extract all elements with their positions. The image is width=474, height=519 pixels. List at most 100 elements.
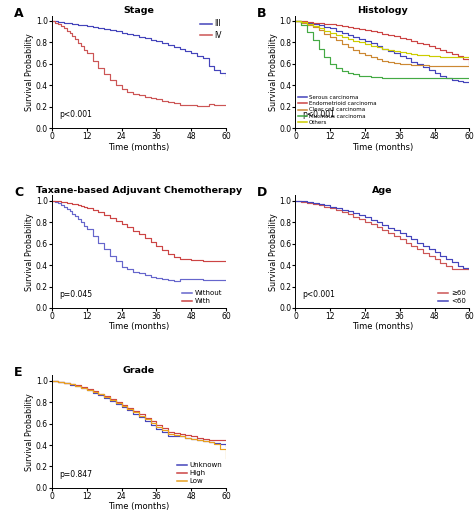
Without — [194, 276, 200, 282]
Clear cell carcinoma — [333, 37, 339, 44]
Legend: Serous carcinoma, Endometrioid carcinoma, Clear cell carcinoma, Mucinous carcino: Serous carcinoma, Endometrioid carcinoma… — [298, 94, 376, 125]
III — [206, 56, 211, 62]
Text: A: A — [14, 7, 24, 20]
Line: Without: Without — [52, 201, 226, 281]
≥60 — [466, 265, 472, 271]
Without — [73, 213, 78, 220]
Endometrioid carcinoma — [397, 35, 402, 41]
Mucinous carcinoma — [380, 75, 385, 81]
Serous carcinoma — [466, 79, 472, 85]
III — [84, 23, 90, 29]
With — [49, 198, 55, 204]
Serous carcinoma — [333, 28, 339, 34]
Endometrioid carcinoma — [333, 22, 339, 29]
Line: Mucinous carcinoma: Mucinous carcinoma — [295, 21, 469, 78]
Without — [206, 277, 211, 283]
<60 — [356, 210, 362, 216]
Line: III: III — [52, 21, 226, 76]
Line: High: High — [52, 381, 226, 440]
IV — [200, 103, 206, 109]
Mucinous carcinoma — [333, 65, 339, 71]
Legend: Without, With: Without, With — [182, 291, 222, 305]
Unknown — [200, 438, 206, 444]
Low — [200, 438, 206, 444]
≥60 — [328, 205, 333, 211]
Legend: Unknown, High, Low: Unknown, High, Low — [176, 462, 222, 484]
Title: Taxane-based Adjuvant Chemotherapy: Taxane-based Adjuvant Chemotherapy — [36, 186, 242, 195]
Others — [449, 54, 455, 60]
Clear cell carcinoma — [356, 47, 362, 53]
Unknown — [223, 442, 229, 448]
Text: p<0.001: p<0.001 — [59, 110, 92, 119]
Unknown — [113, 398, 118, 404]
≥60 — [397, 236, 402, 242]
High — [200, 435, 206, 442]
Low — [154, 424, 159, 430]
Without — [171, 278, 177, 284]
III — [49, 18, 55, 24]
High — [223, 436, 229, 443]
Mucinous carcinoma — [466, 75, 472, 81]
Y-axis label: Survival Probability: Survival Probability — [26, 33, 35, 111]
III — [194, 53, 200, 59]
Text: B: B — [257, 7, 267, 20]
With — [200, 258, 206, 264]
Without — [119, 264, 125, 270]
Clear cell carcinoma — [385, 59, 391, 65]
Serous carcinoma — [292, 18, 298, 24]
Clear cell carcinoma — [292, 18, 298, 24]
With — [223, 258, 229, 264]
Others — [385, 47, 391, 53]
With — [73, 201, 78, 208]
Low — [113, 397, 118, 403]
Others — [333, 32, 339, 38]
High — [206, 436, 211, 443]
Endometrioid carcinoma — [385, 32, 391, 38]
III — [73, 21, 78, 28]
Legend: III, IV: III, IV — [200, 19, 222, 39]
Line: Unknown: Unknown — [52, 381, 226, 445]
Others — [328, 30, 333, 36]
IV — [49, 18, 55, 24]
With — [194, 257, 200, 264]
IV — [194, 102, 200, 108]
Serous carcinoma — [443, 75, 449, 81]
X-axis label: Time (months): Time (months) — [109, 143, 170, 152]
High — [113, 395, 118, 402]
High — [90, 388, 96, 394]
Serous carcinoma — [356, 34, 362, 40]
Line: With: With — [52, 201, 226, 261]
Line: IV: IV — [52, 21, 226, 106]
III — [188, 50, 194, 57]
Serous carcinoma — [385, 48, 391, 54]
Y-axis label: Survival Probability: Survival Probability — [26, 213, 35, 291]
Line: Low: Low — [52, 381, 226, 458]
Text: p=0.847: p=0.847 — [59, 470, 92, 479]
Low — [223, 455, 229, 461]
≥60 — [292, 198, 298, 204]
Title: Stage: Stage — [124, 6, 155, 15]
Without — [223, 277, 229, 283]
Endometrioid carcinoma — [292, 18, 298, 24]
≥60 — [333, 207, 339, 213]
<60 — [466, 266, 472, 272]
Others — [397, 49, 402, 55]
Line: Others: Others — [295, 21, 469, 57]
Title: Histology: Histology — [357, 6, 408, 15]
Clear cell carcinoma — [466, 63, 472, 70]
Clear cell carcinoma — [443, 63, 449, 70]
Line: Serous carcinoma: Serous carcinoma — [295, 21, 469, 82]
IV — [206, 101, 211, 107]
Y-axis label: Survival Probability: Survival Probability — [269, 33, 278, 111]
Others — [438, 54, 443, 60]
Line: ≥60: ≥60 — [295, 201, 469, 269]
Unknown — [90, 390, 96, 396]
Mucinous carcinoma — [328, 61, 333, 67]
Low — [84, 387, 90, 393]
Unknown — [142, 418, 148, 424]
Text: p<0.001: p<0.001 — [302, 110, 335, 119]
IV — [223, 102, 229, 108]
Line: Endometrioid carcinoma: Endometrioid carcinoma — [295, 21, 469, 64]
Others — [466, 54, 472, 60]
<60 — [443, 256, 449, 262]
